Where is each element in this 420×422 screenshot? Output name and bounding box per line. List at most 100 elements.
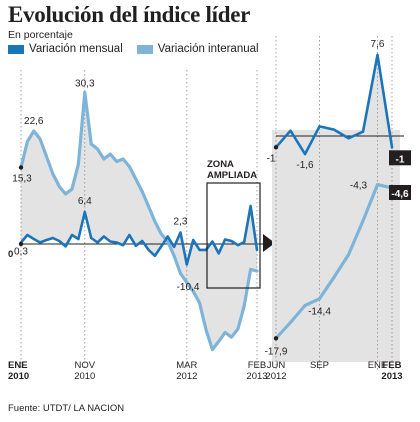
main-point-interanual [243,305,246,307]
main-series-interanual-line [19,90,259,352]
main-series-mensual-line [19,204,259,266]
main-point-interanual [45,155,48,158]
main-point-mensual [58,240,61,242]
zoom-area-between [276,54,392,339]
chart-subtitle: En porcentaje [8,29,73,41]
zoom-x-tick-label: 2012 [265,371,286,382]
main-point-mensual [154,255,156,257]
main-x-tick-label: FEB [248,360,266,371]
main-point-mensual [249,205,252,207]
main-point-interanual [224,331,227,334]
main-x-tick-label: 2012 [176,371,197,382]
zoom-region-box [206,182,261,289]
main-value-label: 2,3 [174,217,188,228]
zoom-x-tick-label: JUN [267,360,286,371]
zoom-value-label: -14,4 [308,307,331,318]
zoom-start-dot [273,145,279,150]
main-point-interanual [230,336,233,339]
main-point-interanual [58,185,61,188]
main-point-mensual [217,252,220,255]
main-point-interanual [32,130,35,132]
main-point-mensual [173,246,175,248]
zoom-region-label: ZONA [207,159,234,170]
zoom-point-mensual [304,153,306,155]
main-zero-dot [18,241,24,247]
zoom-point-mensual [333,128,335,131]
zoom-point-mensual [318,125,321,128]
main-value-label: 22,6 [24,116,44,127]
main-point-mensual [32,238,35,240]
main-start-dot [18,165,24,170]
main-point-interanual [134,178,137,180]
legend-swatch-interanual [136,44,153,54]
zoom-point-mensual [376,54,379,56]
main-point-interanual [256,270,258,273]
main-point-mensual [243,241,246,243]
main-x-tick-label: 2013 [246,371,267,382]
main-value-label: 15,3 [12,174,32,185]
zoom-point-interanual [362,219,364,222]
end-value-badge [389,150,411,166]
main-point-mensual [39,241,41,244]
zoom-region-label: AMPLIADA [207,170,257,181]
main-point-interanual [39,138,42,140]
legend-label-interanual: Variación interanual [157,43,259,55]
main-point-interanual [179,272,182,275]
main-x-tick-label: NOV [74,360,95,371]
main-point-interanual [160,233,163,235]
main-point-mensual [71,234,73,236]
main-point-interanual [122,158,124,160]
main-point-mensual [77,238,80,240]
main-point-interanual [166,240,169,243]
main-point-mensual [166,235,169,238]
main-point-interanual [205,328,207,331]
legend: Variación mensual Variación interanual [8,43,273,55]
zoom-value-label: -1,6 [296,160,314,171]
main-point-mensual [90,237,92,239]
main-x-tick-label: 2010 [74,371,95,382]
zoom-value-label: -1 [267,153,276,164]
main-point-interanual [71,188,73,190]
end-value-badge-label: -1 [396,154,405,165]
main-point-interanual [83,91,86,94]
main-point-mensual [230,240,233,242]
main-point-interanual [185,281,188,284]
main-point-interanual [217,340,220,343]
source-note: Fuente: UTDT/ LA NACION [8,403,125,414]
main-point-interanual [103,158,105,160]
main-point-interanual [249,268,252,271]
main-point-mensual [237,244,239,246]
main-point-mensual [26,234,29,236]
zoom-point-mensual [362,130,364,133]
end-value-badge [389,184,411,200]
main-point-mensual [192,239,195,241]
main-point-interanual [26,140,29,143]
main-point-interanual [128,165,131,168]
main-point-mensual [141,240,143,242]
main-point-interanual [90,143,93,145]
main-point-interanual [198,302,201,304]
main-point-mensual [256,249,258,251]
main-point-mensual [135,244,137,247]
zoom-arrow-icon [263,234,275,252]
main-point-interanual [64,193,67,195]
zoom-point-interanual [318,297,321,300]
main-point-interanual [236,328,239,330]
main-point-interanual [141,190,144,193]
main-x-tick-label: ENE [8,360,28,371]
zoom-point-interanual [347,253,350,256]
legend-item-interanual: Variación interanual [136,43,259,55]
legend-swatch-mensual [8,44,24,54]
zoom-value-label: 7,6 [371,39,385,50]
main-point-mensual [52,237,54,239]
main-plot: ENE2010NOV2010MAR2012FEB2013015,322,630,… [8,70,268,382]
main-point-interanual [211,348,214,351]
main-area-between [21,92,257,350]
zoom-x-tick-label: 2013 [381,371,402,382]
main-point-mensual [115,241,118,244]
main-point-interanual [51,173,54,175]
legend-label-mensual: Variación mensual [29,43,123,55]
main-value-label: 30,3 [75,79,95,90]
